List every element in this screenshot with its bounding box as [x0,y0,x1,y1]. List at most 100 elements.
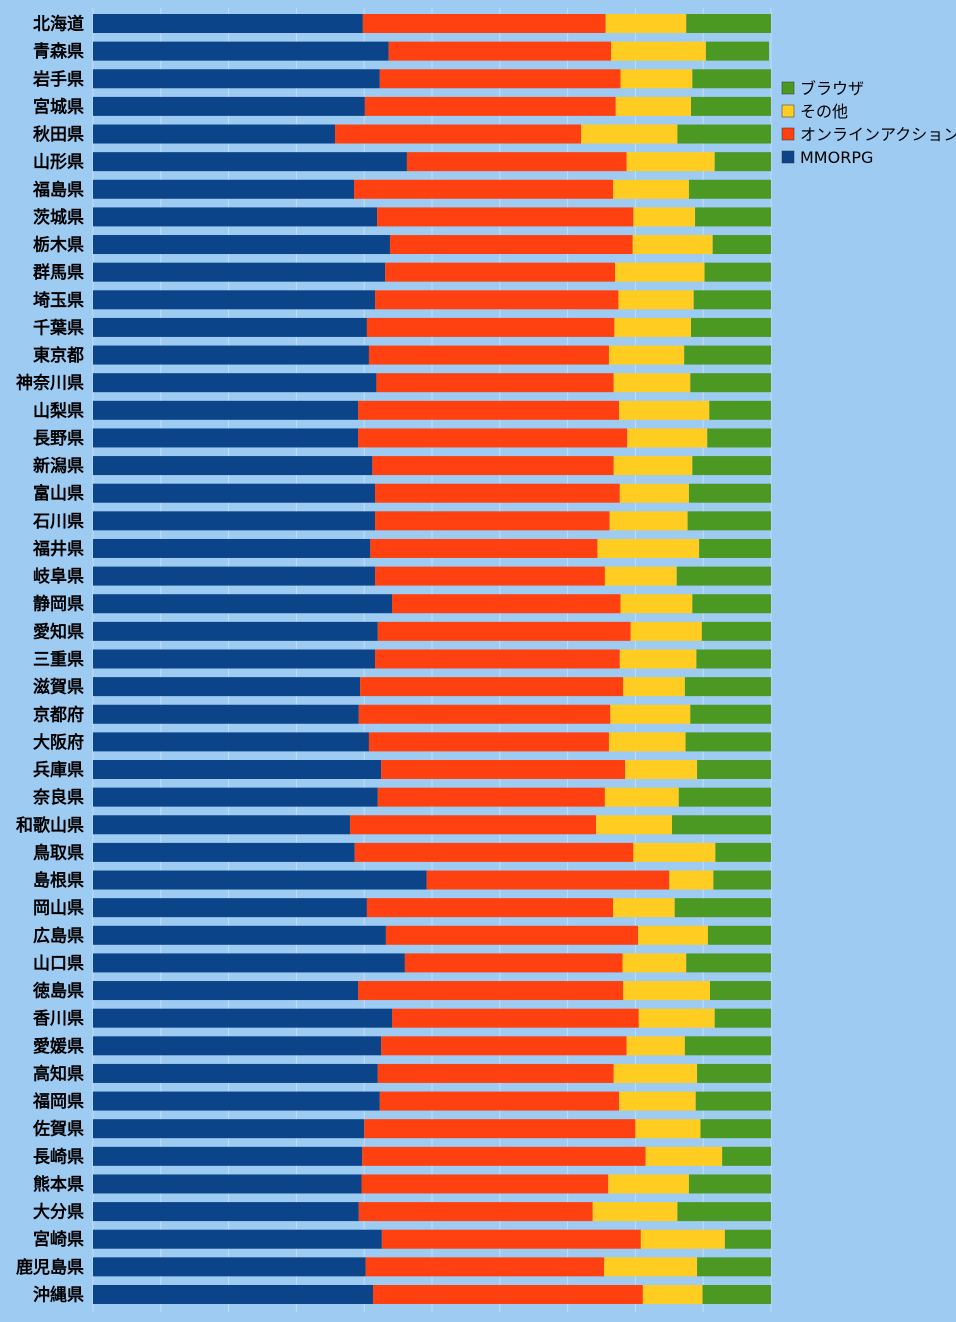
bar-segment [93,566,376,586]
bar-segment [610,704,691,724]
bar-segment [633,207,696,227]
bar-segment [700,1119,771,1139]
bar-segment [93,290,376,310]
category-label: 山形県 [33,152,84,173]
bar-segment [615,96,691,116]
bar-segment [375,511,610,531]
bar-segment [349,815,597,835]
bar-segment [581,124,678,144]
bar-segment [375,566,605,586]
bar-segment [690,373,771,393]
bar-segment [379,69,621,89]
category-label: 佐賀県 [32,1119,84,1140]
bar-segment [693,290,771,310]
bar-segment [638,925,708,945]
bar-segment [697,1063,771,1083]
bar-segment [368,732,609,752]
bar-segment [360,677,624,697]
bar-segment [684,1036,771,1056]
bar-segment [370,538,598,558]
bar-segment [93,1063,378,1083]
bar-segment [93,677,361,697]
bar-segment [709,981,771,1001]
category-label: 奈良県 [32,787,84,808]
bar-segment [713,870,771,890]
bar-segment [633,842,716,862]
category-label: 滋賀県 [33,677,84,698]
bar-segment [93,317,367,337]
bar-segment [692,69,771,89]
bar-segment [375,649,620,669]
category-label: 茨城県 [33,207,84,228]
category-label: 石川県 [32,512,84,532]
category-label: 静岡県 [33,594,84,615]
bar-segment [672,815,771,835]
category-label: 千葉県 [33,317,84,338]
bar-segment [619,1091,696,1111]
bar-segment [620,69,693,89]
bar-segment [684,677,771,697]
bar-segment [358,704,611,724]
bar-segment [93,1091,380,1111]
bar-segment [704,262,771,282]
category-label: 宮崎県 [33,1229,84,1250]
bar-segment [93,1119,365,1139]
bar-segment [366,898,614,918]
bar-segment [93,235,390,255]
bar-segment [678,787,771,807]
bar-segment [674,898,771,918]
bar-segment [677,124,771,144]
bar-segment [379,1091,620,1111]
bar-segment [391,594,621,614]
bar-segment [93,428,359,448]
category-label: 東京都 [33,345,84,366]
bar-segment [93,594,392,614]
category-label: 熊本県 [33,1174,84,1195]
bar-segment [93,41,389,61]
bar-segment [381,1036,627,1056]
bar-segment [362,14,606,33]
legend-swatch [781,81,795,95]
bar-segment [391,1008,639,1028]
bar-segment [635,1119,701,1139]
bar-segment [93,14,363,33]
category-label: 三重県 [33,649,84,670]
category-label: 鹿児島県 [16,1257,84,1278]
category-label: 大阪府 [33,732,84,753]
bar-segment [690,704,771,724]
bar-segment [404,953,623,973]
bar-segment [377,1063,614,1083]
bar-segment [381,760,626,780]
bar-segment [712,235,771,255]
bar-segment [93,1229,382,1249]
bar-segment [364,96,616,116]
bar-segment [687,511,771,531]
bar-segment [361,1174,609,1194]
bar-segment [93,96,365,116]
bar-segment [692,594,771,614]
category-label: 秋田県 [33,124,84,145]
bar-segment [684,345,771,365]
category-label: 富山県 [33,483,84,504]
bar-segment [354,179,614,199]
bar-segment [93,69,380,89]
bar-segment [613,898,675,918]
bar-segment [358,400,620,420]
bar-segment [93,898,367,918]
category-label: 長野県 [33,429,84,449]
bar-segment [707,925,771,945]
bar-segment [93,1146,363,1166]
category-label: 和歌山県 [16,815,84,836]
category-label: 栃木県 [33,235,84,256]
bar-segment [376,373,614,393]
bar-segment [93,511,376,531]
bar-segment [608,732,686,752]
legend-label: MMORPG [800,148,873,167]
bar-segment [610,41,706,61]
bar-segment [623,981,710,1001]
bar-segment [358,428,628,448]
bar-segment [630,621,702,641]
bar-segment [626,1036,685,1056]
